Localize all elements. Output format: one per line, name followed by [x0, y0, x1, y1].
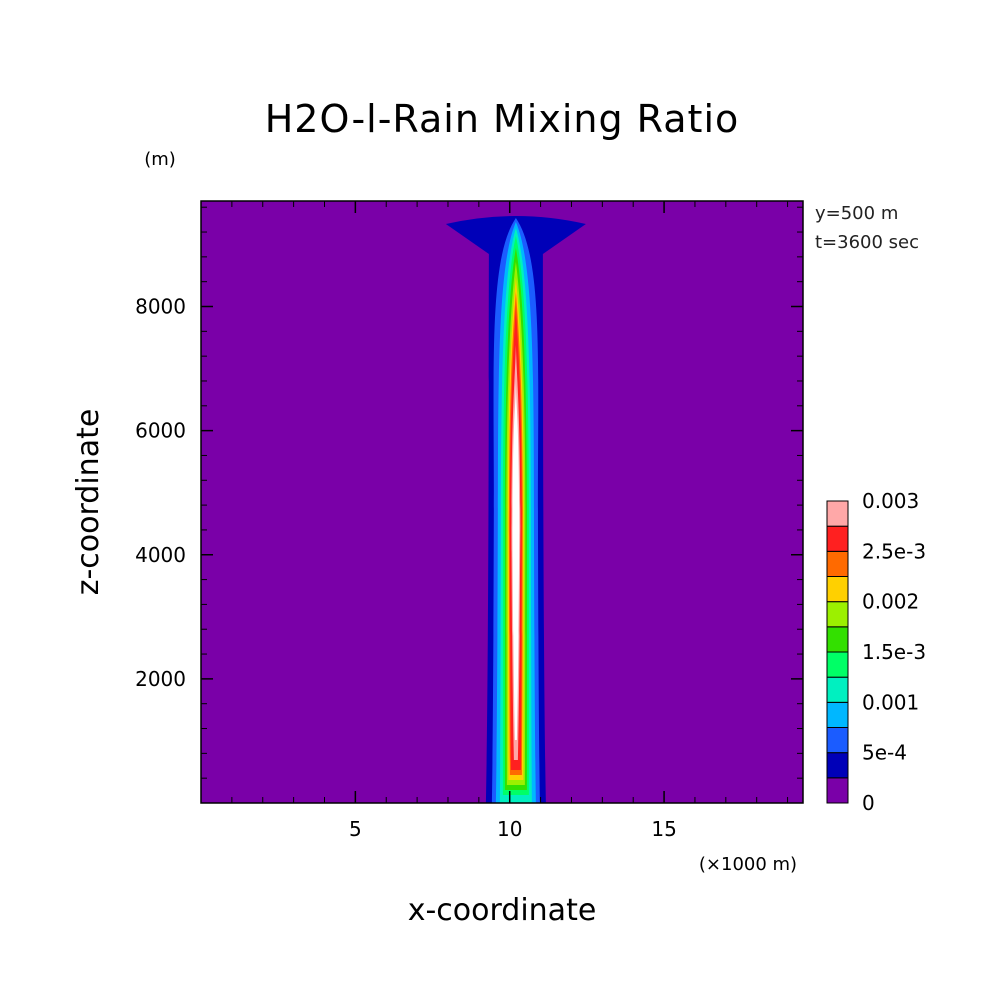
colorbar-swatch: [826, 651, 849, 678]
x-axis-title: x-coordinate: [408, 893, 597, 928]
colorbar-label: 2.5e-3: [862, 539, 926, 563]
x-tick-label: 15: [651, 817, 676, 841]
colorbar-swatch: [826, 727, 849, 754]
colorbar-swatch: [826, 701, 849, 728]
colorbar-swatch: [826, 752, 849, 779]
y-axis-title: z-coordinate: [71, 409, 106, 596]
colorbar: 0 5e-4 0.001 1.5e-3 0.002 2.5e-3 0.003: [826, 489, 926, 815]
x-unit-label: (×1000 m): [699, 854, 797, 875]
info-y: y=500 m: [815, 203, 898, 224]
colorbar-label: 1.5e-3: [862, 640, 926, 664]
y-tick-label: 8000: [135, 295, 186, 319]
colorbar-label: 0.001: [862, 690, 919, 714]
colorbar-swatch: [826, 676, 849, 703]
info-t: t=3600 sec: [815, 232, 919, 253]
plot-frame: [200, 200, 804, 804]
colorbar-label: 0: [862, 791, 875, 815]
y-ticks: 2000 4000 6000 8000: [135, 206, 803, 804]
rain-contours: [445, 216, 586, 803]
colorbar-swatch: [826, 576, 849, 603]
colorbar-swatch: [826, 626, 849, 653]
y-tick-label: 6000: [135, 419, 186, 443]
colorbar-swatch: [826, 550, 849, 577]
y-unit-label: (m): [144, 149, 176, 170]
colorbar-label: 0.003: [862, 489, 919, 513]
colorbar-swatch: [826, 525, 849, 552]
contour-band: [512, 380, 520, 740]
colorbar-label: 5e-4: [862, 741, 907, 765]
colorbar-swatch: [826, 601, 849, 628]
colorbar-swatch: [826, 777, 849, 804]
colorbar-swatch: [826, 500, 849, 527]
x-tick-label: 10: [497, 817, 522, 841]
y-tick-label: 4000: [135, 543, 186, 567]
x-ticks: 5 10 15: [200, 201, 789, 841]
plot-area: 5 10 15 2000 4000 6000 8000: [135, 200, 804, 841]
y-tick-label: 2000: [135, 667, 186, 691]
colorbar-label: 0.002: [862, 590, 919, 614]
x-tick-label: 5: [349, 817, 362, 841]
chart-title: H2O-l-Rain Mixing Ratio: [265, 97, 740, 141]
